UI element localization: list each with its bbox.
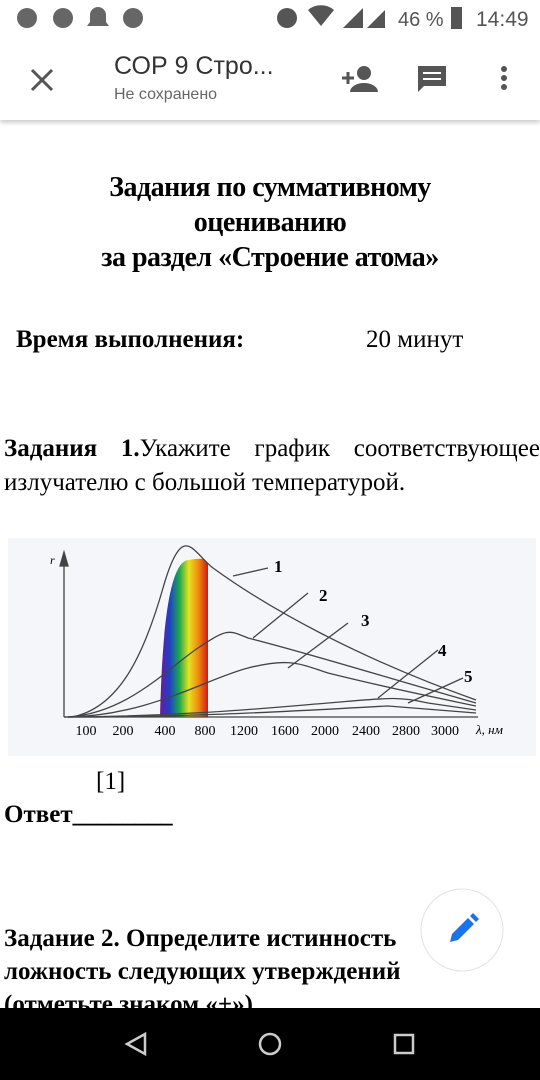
heading-line: оцениванию bbox=[193, 207, 347, 238]
heading: Задания по суммативному оцениванию за ра… bbox=[0, 170, 540, 275]
back-button[interactable] bbox=[124, 1031, 147, 1057]
x-tick-label: 2000 bbox=[311, 724, 339, 739]
task1-label: Задания bbox=[4, 435, 98, 462]
edit-fab[interactable] bbox=[418, 886, 508, 976]
answer: Ответ________ bbox=[4, 801, 173, 828]
task1: Задания 1.Укажите график соответствующее… bbox=[4, 432, 540, 500]
app-bar: СОР 9 Стро... Не сохранено bbox=[0, 40, 540, 120]
x-tick-label: 100 bbox=[76, 724, 97, 739]
curve-label: 3 bbox=[361, 611, 370, 630]
heading-line: Задания по суммативному bbox=[109, 172, 431, 203]
x-tick-label: 2800 bbox=[392, 724, 420, 739]
signal-icon bbox=[367, 10, 385, 28]
battery-icon bbox=[451, 7, 462, 29]
notification-icons bbox=[17, 7, 143, 28]
recents-button[interactable] bbox=[393, 1033, 415, 1055]
time-label: Время выполнения: bbox=[16, 326, 245, 353]
spectrum bbox=[160, 558, 208, 717]
y-label: r bbox=[50, 553, 55, 567]
task2: Задание 2. Определите истинность ложност… bbox=[4, 925, 401, 1008]
home-button[interactable] bbox=[258, 1032, 282, 1056]
nav-bar bbox=[0, 1008, 540, 1080]
curve-labels: 1 2 3 45 bbox=[274, 557, 473, 686]
task1-text: Укажите график соответствующее излучател… bbox=[4, 435, 540, 496]
x-tick-label: 1600 bbox=[271, 724, 299, 739]
comments-button[interactable] bbox=[416, 64, 448, 96]
close-button[interactable] bbox=[28, 66, 56, 94]
curves bbox=[59, 545, 478, 718]
figure-bg bbox=[8, 538, 536, 756]
dnd-icon bbox=[277, 8, 297, 28]
x-ticks: 100 200 400 800 1200 1600 2000 2400 2800 3000 bbox=[76, 724, 460, 739]
clock: 14:49 bbox=[476, 8, 529, 31]
doc-title: СОР 9 Стро... bbox=[114, 52, 274, 80]
curve-label: 4 bbox=[438, 641, 447, 660]
curve-label: 1 bbox=[274, 557, 283, 576]
x-tick-label: 1200 bbox=[230, 724, 258, 739]
menu-button[interactable] bbox=[494, 64, 514, 96]
x-tick-label: 400 bbox=[155, 724, 176, 739]
x-tick-label: 200 bbox=[113, 724, 134, 739]
heading-line: за раздел «Строение атома» bbox=[101, 242, 439, 273]
figure: r 100 200 400 800 1200 1600 2000 2400 2800 3000 λ… bbox=[8, 538, 536, 756]
curve-label: 2 bbox=[319, 586, 328, 605]
curve-label: 5 bbox=[464, 667, 473, 686]
task1-number: 1. bbox=[120, 435, 140, 462]
status-bar: 46 % 14:49 bbox=[17, 5, 529, 31]
x-unit: λ, нм bbox=[475, 722, 503, 737]
x-tick-label: 2400 bbox=[352, 724, 380, 739]
signal-icon bbox=[343, 8, 363, 28]
x-tick-label: 800 bbox=[195, 724, 216, 739]
battery-text: 46 % bbox=[398, 9, 444, 31]
wifi-icon bbox=[308, 5, 334, 26]
share-button[interactable] bbox=[340, 64, 380, 96]
time-value: 20 минут bbox=[366, 326, 464, 353]
doc-status: Не сохранено bbox=[114, 86, 218, 103]
score: [1] bbox=[96, 768, 126, 795]
x-tick-label: 3000 bbox=[431, 724, 459, 739]
